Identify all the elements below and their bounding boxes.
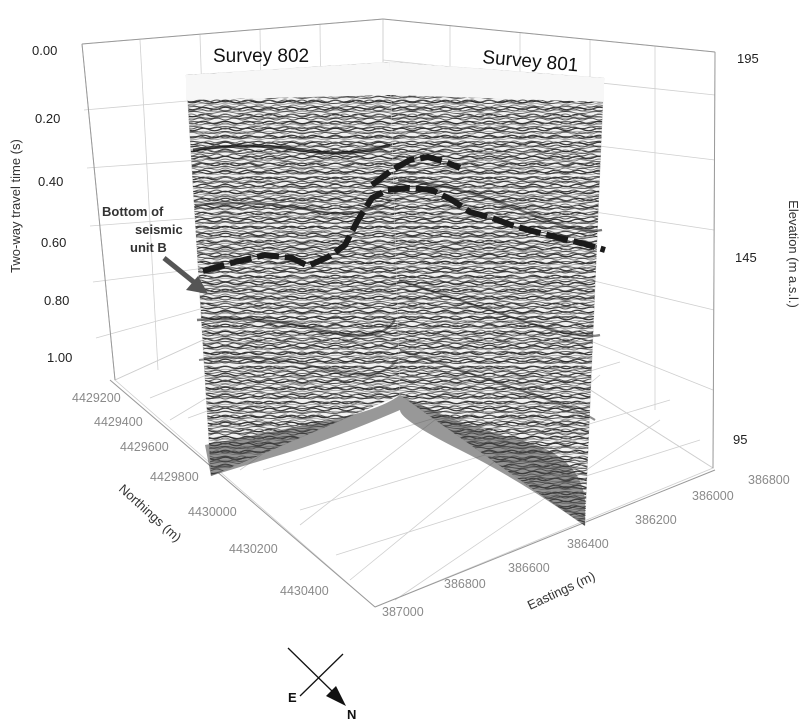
- seismic-panel-801: [389, 61, 605, 527]
- compass-east-line: [299, 653, 344, 697]
- right-axis-title: Elevation (m a.s.l.): [786, 200, 801, 308]
- north-tick-0: 4429200: [72, 391, 121, 405]
- north-tick-5: 4430200: [229, 542, 278, 556]
- horizon-line-802: [202, 184, 606, 274]
- left-tick-3: 0.60: [41, 235, 66, 250]
- north-tick-2: 4429600: [120, 440, 169, 454]
- north-tick-6: 4430400: [280, 584, 329, 598]
- left-tick-4: 0.80: [44, 293, 69, 308]
- left-tick-2: 0.40: [38, 174, 63, 189]
- east-tick-6: 387000: [382, 605, 424, 619]
- northings-axis-title: Northings (m): [116, 481, 185, 545]
- axis-frame: [81, 18, 716, 608]
- seismic-panel-802: [185, 61, 401, 477]
- bottom-unit-b-annotation: Bottom of seismic unit B: [102, 204, 208, 294]
- annotation-arrow-head: [186, 276, 208, 294]
- right-tick-1: 145: [735, 250, 757, 265]
- annotation-line-2: seismic: [135, 222, 183, 237]
- east-tick-4: 386600: [508, 561, 550, 575]
- left-tick-0: 0.00: [32, 43, 57, 58]
- compass-north-line: [287, 647, 334, 693]
- annotation-line-3: unit B: [130, 240, 167, 255]
- east-tick-0: 386800: [748, 473, 790, 487]
- annotation-line-1: Bottom of: [102, 204, 164, 219]
- left-tick-1: 0.20: [35, 111, 60, 126]
- horizon-bottom-unit-b: [202, 153, 606, 274]
- left-tick-5: 1.00: [47, 350, 72, 365]
- east-tick-1: 386000: [692, 489, 734, 503]
- right-tick-2: 95: [733, 432, 747, 447]
- north-arrow-icon: [326, 686, 346, 706]
- survey-802-title: Survey 802: [213, 46, 309, 67]
- left-axis-title: Two-way travel time (s): [8, 139, 23, 273]
- north-tick-1: 4429400: [94, 415, 143, 429]
- east-tick-2: 386200: [635, 513, 677, 527]
- compass-east-label: E: [288, 690, 297, 705]
- north-tick-4: 4430000: [188, 505, 237, 519]
- horizon-line-801: [370, 153, 462, 188]
- right-tick-0: 195: [737, 51, 759, 66]
- right-axis: 195 145 95 Elevation (m a.s.l.): [733, 51, 801, 447]
- left-axis: 0.00 0.20 0.40 0.60 0.80 1.00 Two-way tr…: [8, 43, 72, 365]
- east-tick-5: 386800: [444, 577, 486, 591]
- east-tick-3: 386400: [567, 537, 609, 551]
- compass-rose: E N: [287, 647, 356, 720]
- north-tick-3: 4429800: [150, 470, 199, 484]
- compass-north-label: N: [347, 707, 356, 720]
